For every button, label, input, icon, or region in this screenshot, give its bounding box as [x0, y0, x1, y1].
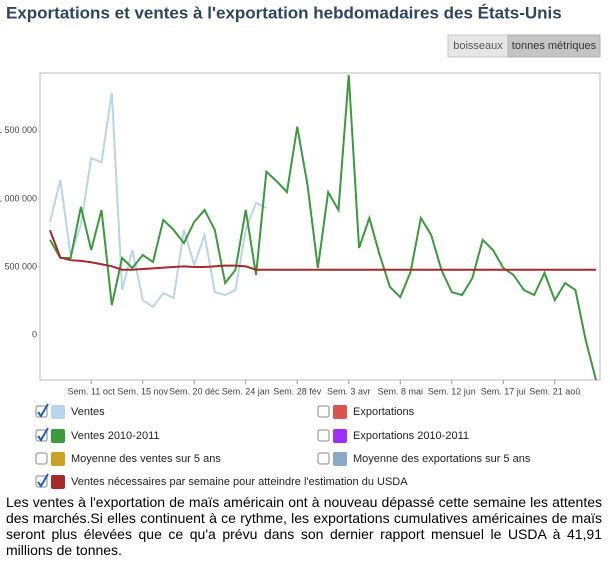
x-tick-label: Sem. 28 fév — [273, 386, 322, 396]
legend-swatch — [51, 475, 65, 489]
legend-label[interactable]: Moyenne des exportations sur 5 ans — [353, 453, 531, 465]
x-tick-label: Sem. 21 aoû — [529, 386, 580, 396]
y-tick-label: 1 000 000 — [0, 193, 37, 203]
y-tick-label: 1 500 000 — [0, 125, 37, 135]
legend-swatch — [333, 452, 347, 466]
y-tick-label: 0 — [32, 329, 37, 339]
x-tick-label: Sem. 17 jui — [481, 386, 526, 396]
legend-check[interactable] — [37, 427, 49, 442]
x-tick-label: Sem. 11 oct — [68, 386, 116, 396]
legend-swatch — [333, 405, 347, 419]
legend-check[interactable] — [37, 403, 49, 418]
legend-checkbox[interactable] — [317, 452, 330, 465]
legend-label[interactable]: Ventes 2010-2011 — [71, 430, 159, 442]
x-tick-label: Sem. 15 nov — [117, 386, 168, 396]
x-tick-label: Sem. 24 jan — [222, 386, 270, 396]
x-tick-label: Sem. 8 mai — [378, 386, 424, 396]
legend-swatch — [333, 429, 347, 443]
legend-swatch — [51, 452, 65, 466]
legend-swatch — [51, 405, 65, 419]
x-tick-label: Sem. 12 jun — [428, 386, 476, 396]
legend-swatch — [51, 429, 65, 443]
chart: Exportations et ventes à l'exportation h… — [0, 3, 601, 489]
legend-label[interactable]: Exportations 2010-2011 — [353, 430, 469, 442]
plot-frame — [39, 72, 601, 381]
chart-title: Exportations et ventes à l'exportation h… — [6, 3, 562, 22]
button-label[interactable]: boisseaux — [453, 40, 503, 52]
x-tick-label: Sem. 20 déc — [169, 386, 220, 396]
legend-check[interactable] — [37, 473, 49, 488]
button-active[interactable] — [507, 34, 601, 58]
series-line — [49, 74, 597, 380]
legend-label[interactable]: Exportations — [353, 406, 415, 418]
legend-label[interactable]: Moyenne des ventes sur 5 ans — [71, 453, 221, 465]
button-label[interactable]: tonnes métriques — [512, 40, 597, 52]
series-line — [49, 92, 267, 309]
description: Les ventes à l'exportation de maïs améri… — [6, 494, 602, 558]
series-line — [49, 229, 596, 271]
legend-checkbox[interactable] — [35, 452, 48, 465]
x-tick-label: Sem. 3 avr — [327, 386, 371, 396]
legend-label[interactable]: Ventes nécessaires par semaine pour atte… — [71, 476, 408, 488]
legend-checkbox[interactable] — [317, 429, 330, 442]
legend-checkbox[interactable] — [317, 405, 330, 418]
y-tick-label: 500 000 — [4, 261, 37, 271]
legend-label[interactable]: Ventes — [71, 406, 105, 418]
